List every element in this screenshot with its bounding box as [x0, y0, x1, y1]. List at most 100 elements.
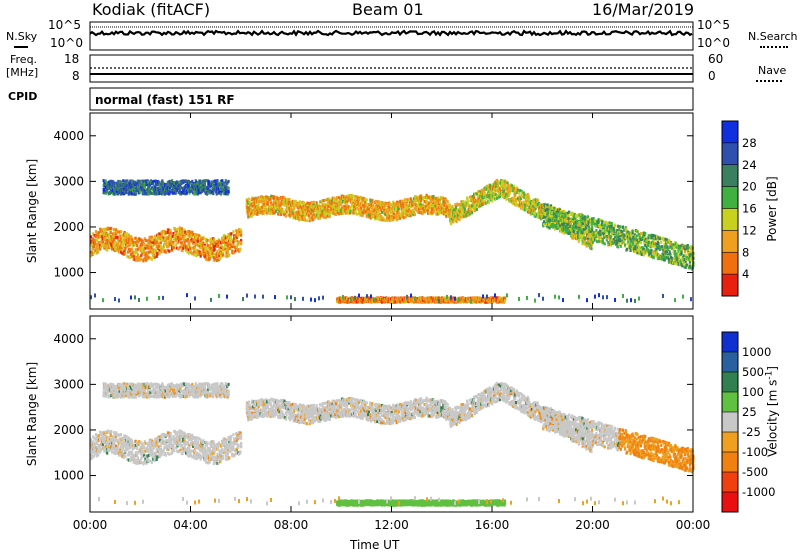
power-cell: [537, 199, 539, 202]
power-cell: [458, 218, 460, 221]
power-cell: [126, 232, 128, 235]
power-cell: [464, 208, 466, 211]
power-cell: [110, 231, 112, 234]
power-cell: [590, 233, 592, 236]
power-cell: [366, 203, 368, 206]
power-cell: [405, 213, 407, 216]
power-cell: [471, 211, 473, 214]
power-cell: [327, 205, 329, 208]
power-cell: [194, 246, 196, 249]
power-cell: [170, 232, 172, 235]
power-cell: [99, 235, 101, 238]
power-cell: [456, 203, 458, 206]
power-cell: [267, 203, 269, 206]
power-cell: [619, 225, 621, 228]
power-cell: [98, 241, 100, 244]
power-cell: [204, 182, 206, 185]
power-cell: [141, 188, 143, 191]
power-cell: [98, 231, 100, 234]
power-cell: [518, 192, 520, 195]
nsky-panel: [90, 22, 693, 50]
power-cell: [372, 204, 374, 207]
power-cell: [579, 234, 581, 237]
power-cell: [160, 245, 162, 248]
power-cell: [165, 251, 167, 254]
power-cell: [369, 211, 371, 214]
power-cell: [336, 196, 338, 199]
power-cell: [590, 247, 592, 250]
power-cell: [476, 208, 478, 211]
power-cell: [154, 256, 156, 259]
power-cell: [230, 232, 232, 235]
power-cell: [124, 252, 126, 255]
power-cell: [302, 207, 304, 210]
power-cell: [572, 226, 574, 229]
power-cell: [546, 203, 548, 206]
power-cell: [454, 203, 456, 206]
power-cell: [473, 196, 475, 199]
power-cell: [221, 179, 223, 182]
power-cell: [97, 250, 99, 253]
power-heatmap: [90, 179, 695, 304]
power-cell: [270, 195, 272, 198]
power-cell: [587, 215, 589, 218]
power-cell: [488, 201, 490, 204]
power-cell: [356, 213, 358, 216]
power-cell: [393, 213, 395, 216]
power-cell: [433, 210, 435, 213]
power-cell: [380, 215, 382, 218]
power-cell: [430, 204, 432, 207]
power-cell: [581, 231, 583, 234]
rti-figure: 1000200030004000 1000200030004000 00:00 0…: [0, 0, 800, 554]
power-cell: [584, 231, 586, 234]
power-cell: [155, 248, 157, 251]
power-cell: [446, 200, 448, 203]
power-cell: [462, 200, 464, 203]
power-cell: [514, 194, 516, 197]
power-cell: [136, 244, 138, 247]
power-cell: [306, 202, 308, 205]
power-cell: [488, 194, 490, 197]
power-cell: [338, 212, 340, 215]
power-cell: [274, 206, 276, 209]
power-cell: [240, 231, 242, 234]
power-cell: [164, 243, 166, 246]
power-cell: [227, 248, 229, 251]
power-cell: [366, 198, 368, 201]
power-cell: [156, 183, 158, 186]
power-cell: [193, 239, 195, 242]
power-cell: [578, 239, 580, 242]
power-cell: [200, 252, 202, 255]
power-cell: [140, 258, 142, 261]
power-cell: [293, 207, 295, 210]
power-cell: [153, 252, 155, 255]
power-cell: [502, 180, 504, 183]
power-cell: [136, 251, 138, 254]
power-cell: [232, 230, 234, 233]
power-cell: [375, 200, 377, 203]
power-cell: [165, 231, 167, 234]
power-cell: [217, 245, 219, 248]
power-cell: [227, 180, 229, 183]
power-cell: [598, 240, 600, 243]
power-cell: [240, 241, 242, 244]
power-cell: [583, 236, 585, 239]
power-cell: [147, 256, 149, 259]
power-cell: [393, 216, 395, 219]
power-cell: [419, 211, 421, 214]
power-cell: [306, 219, 308, 222]
power-cell: [105, 242, 107, 245]
power-cell: [158, 232, 160, 235]
power-cell: [122, 245, 124, 248]
power-cell: [620, 245, 622, 248]
power-cell: [579, 228, 581, 231]
power-cell: [160, 241, 162, 244]
power-cell: [614, 225, 616, 228]
power-cell: [288, 198, 290, 201]
power-cell: [173, 246, 175, 249]
power-cell: [573, 230, 575, 233]
power-cell: [389, 203, 391, 206]
freq-panel: [90, 55, 693, 82]
power-cell: [422, 203, 424, 206]
power-cell: [395, 206, 397, 209]
